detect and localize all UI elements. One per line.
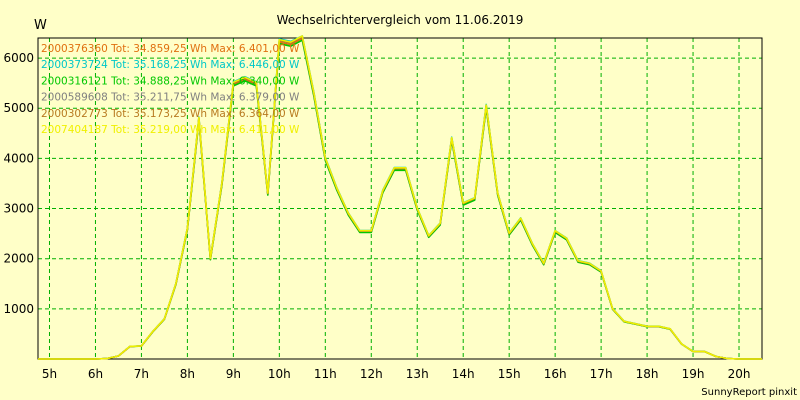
legend-entry-2000589608: 2000589608 Tot: 35.211,75 Wh Max: 6.379,…: [41, 92, 300, 104]
series-line-2000316121: [38, 39, 762, 360]
legend-entry-2000373724: 2000373724 Tot: 35.168,25 Wh Max: 6.446,…: [41, 59, 300, 71]
x-tick-label: 9h: [226, 367, 241, 381]
legend-entry-2000316121: 2000316121 Tot: 34.888,25 Wh Max: 6.340,…: [41, 75, 300, 87]
x-tick-label: 8h: [180, 367, 195, 381]
legend-entry-2000302773: 2000302773 Tot: 35.173,25 Wh Max: 6.364,…: [41, 108, 300, 120]
legend: 2000376360 Tot: 34.859,25 Wh Max: 6.401,…: [41, 43, 300, 136]
plot-area: [37, 37, 763, 360]
x-tick-label: 20h: [728, 367, 751, 381]
legend-entry-2000376360: 2000376360 Tot: 34.859,25 Wh Max: 6.401,…: [41, 43, 300, 55]
y-tick-label: 2000: [3, 252, 34, 266]
x-tick-label: 5h: [42, 367, 57, 381]
x-axis-ticks: 5h 6h 7h 8h 9h 10h 11h 12h 13h 14h 15h 16h 17h 18h 19h…: [42, 367, 751, 381]
y-tick-label: 6000: [3, 51, 34, 65]
y-tick-label: 1000: [3, 302, 34, 316]
footer-credit: SunnyReport pinxit: [701, 387, 797, 398]
series-lines: [38, 35, 762, 360]
legend-entry-2007404187: 2007404187 Tot: 35.219,00 Wh Max: 6.411,…: [41, 124, 300, 136]
y-tick-label: 3000: [3, 202, 34, 216]
x-tick-label: 14h: [452, 367, 475, 381]
x-tick-label: 16h: [544, 367, 567, 381]
x-tick-label: 13h: [406, 367, 429, 381]
x-tick-label: 18h: [636, 367, 659, 381]
x-tick-label: 11h: [314, 367, 337, 381]
grid-lines: [38, 38, 762, 359]
y-axis-ticks: 1000 2000 3000 4000 5000 6000: [3, 51, 34, 316]
y-tick-label: 4000: [3, 151, 34, 165]
x-tick-label: 7h: [134, 367, 149, 381]
chart-title: Wechselrichtervergleich vom 11.06.2019: [277, 13, 524, 27]
x-tick-label: 12h: [360, 367, 383, 381]
x-tick-label: 15h: [498, 367, 521, 381]
y-tick-label: 5000: [3, 101, 34, 115]
x-tick-label: 6h: [88, 367, 103, 381]
x-tick-label: 19h: [682, 367, 705, 381]
x-tick-label: 10h: [268, 367, 291, 381]
series-line-2007404187: [38, 35, 762, 360]
x-tick-label: 17h: [590, 367, 613, 381]
y-axis-label: W: [34, 18, 47, 33]
